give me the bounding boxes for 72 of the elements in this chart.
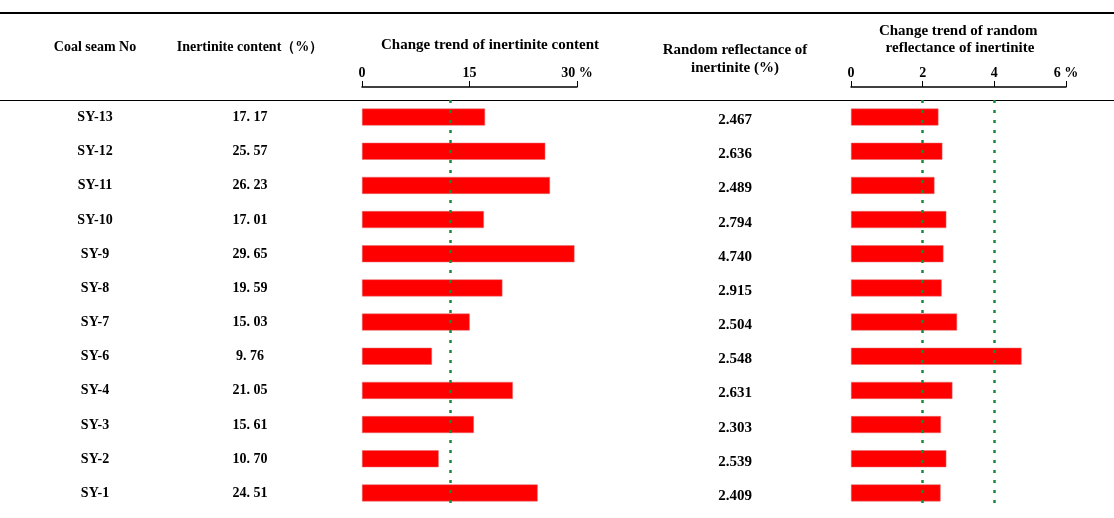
text: Coal seam No bbox=[52, 38, 138, 56]
x-tick-label: 30 % bbox=[561, 64, 593, 80]
text: 17. 17 bbox=[231, 108, 269, 126]
text: 10. 70 bbox=[231, 449, 269, 468]
x-tick-label: 6 % bbox=[1053, 64, 1079, 80]
text: 17. 01 bbox=[231, 210, 269, 229]
bar bbox=[851, 245, 944, 263]
bar bbox=[851, 416, 941, 434]
text: SY-8 bbox=[79, 278, 111, 297]
text: 2.636 bbox=[717, 144, 753, 164]
bar bbox=[362, 416, 474, 434]
bar bbox=[851, 347, 1022, 365]
text: SY-9 bbox=[79, 244, 111, 263]
bar bbox=[851, 142, 943, 160]
text: 25. 57 bbox=[231, 142, 269, 161]
text: 2.504 bbox=[717, 315, 753, 334]
bar bbox=[362, 450, 439, 468]
text: 24. 51 bbox=[231, 483, 269, 502]
text: 26. 23 bbox=[231, 176, 269, 195]
text: 9. 76 bbox=[235, 347, 265, 366]
text: SY-10 bbox=[76, 210, 114, 229]
bar bbox=[851, 381, 953, 399]
bar bbox=[851, 313, 958, 331]
text: 2.467 bbox=[717, 110, 753, 129]
bar bbox=[362, 279, 503, 297]
bar bbox=[362, 347, 432, 365]
bar bbox=[362, 108, 486, 126]
bar bbox=[851, 211, 947, 229]
text: SY-11 bbox=[76, 176, 114, 195]
text: SY-13 bbox=[76, 108, 114, 126]
text: Random reflectance of inertinite (%) bbox=[661, 40, 809, 76]
text: SY-6 bbox=[79, 347, 111, 366]
text: 2.303 bbox=[717, 417, 753, 437]
text: 4.740 bbox=[717, 246, 753, 266]
text: 2.915 bbox=[717, 280, 753, 300]
text: SY-4 bbox=[79, 381, 111, 400]
bar bbox=[851, 279, 942, 297]
text: SY-12 bbox=[76, 142, 114, 161]
bar bbox=[362, 484, 538, 502]
bar bbox=[851, 484, 941, 502]
text: 2.539 bbox=[717, 451, 753, 471]
x-tick-label: 15 bbox=[462, 64, 477, 80]
text: 15. 61 bbox=[231, 415, 269, 434]
text: 29. 65 bbox=[231, 244, 269, 263]
bar bbox=[362, 381, 513, 399]
text: SY-3 bbox=[79, 415, 111, 434]
bar bbox=[362, 142, 546, 160]
bar bbox=[362, 313, 470, 331]
bar bbox=[362, 176, 550, 194]
x-tick-label: 0 bbox=[847, 64, 855, 80]
text: SY-1 bbox=[79, 483, 111, 502]
text: Inertinite content（%） bbox=[175, 38, 325, 56]
x-tick-label: 2 bbox=[919, 64, 927, 80]
text: SY-2 bbox=[79, 449, 111, 468]
text: 2.548 bbox=[717, 349, 753, 369]
bar bbox=[362, 211, 484, 229]
text: 2.489 bbox=[717, 178, 753, 198]
text: 2.631 bbox=[717, 383, 753, 403]
chart-title: Change trend of random reflectance of inertinite bbox=[878, 21, 1042, 55]
x-tick-label: 0 bbox=[358, 64, 366, 80]
x-tick-label: 4 bbox=[990, 64, 998, 80]
bar bbox=[362, 245, 575, 263]
bar bbox=[851, 176, 935, 194]
text: SY-7 bbox=[79, 313, 111, 331]
bar bbox=[851, 108, 939, 126]
text: 19. 59 bbox=[231, 278, 269, 297]
chart-title: Change trend of inertinite content bbox=[380, 35, 600, 52]
text: 2.409 bbox=[717, 485, 753, 505]
bar bbox=[851, 450, 947, 468]
text: 21. 05 bbox=[231, 381, 269, 400]
text: 15. 03 bbox=[231, 313, 269, 331]
text: 2.794 bbox=[717, 212, 753, 232]
